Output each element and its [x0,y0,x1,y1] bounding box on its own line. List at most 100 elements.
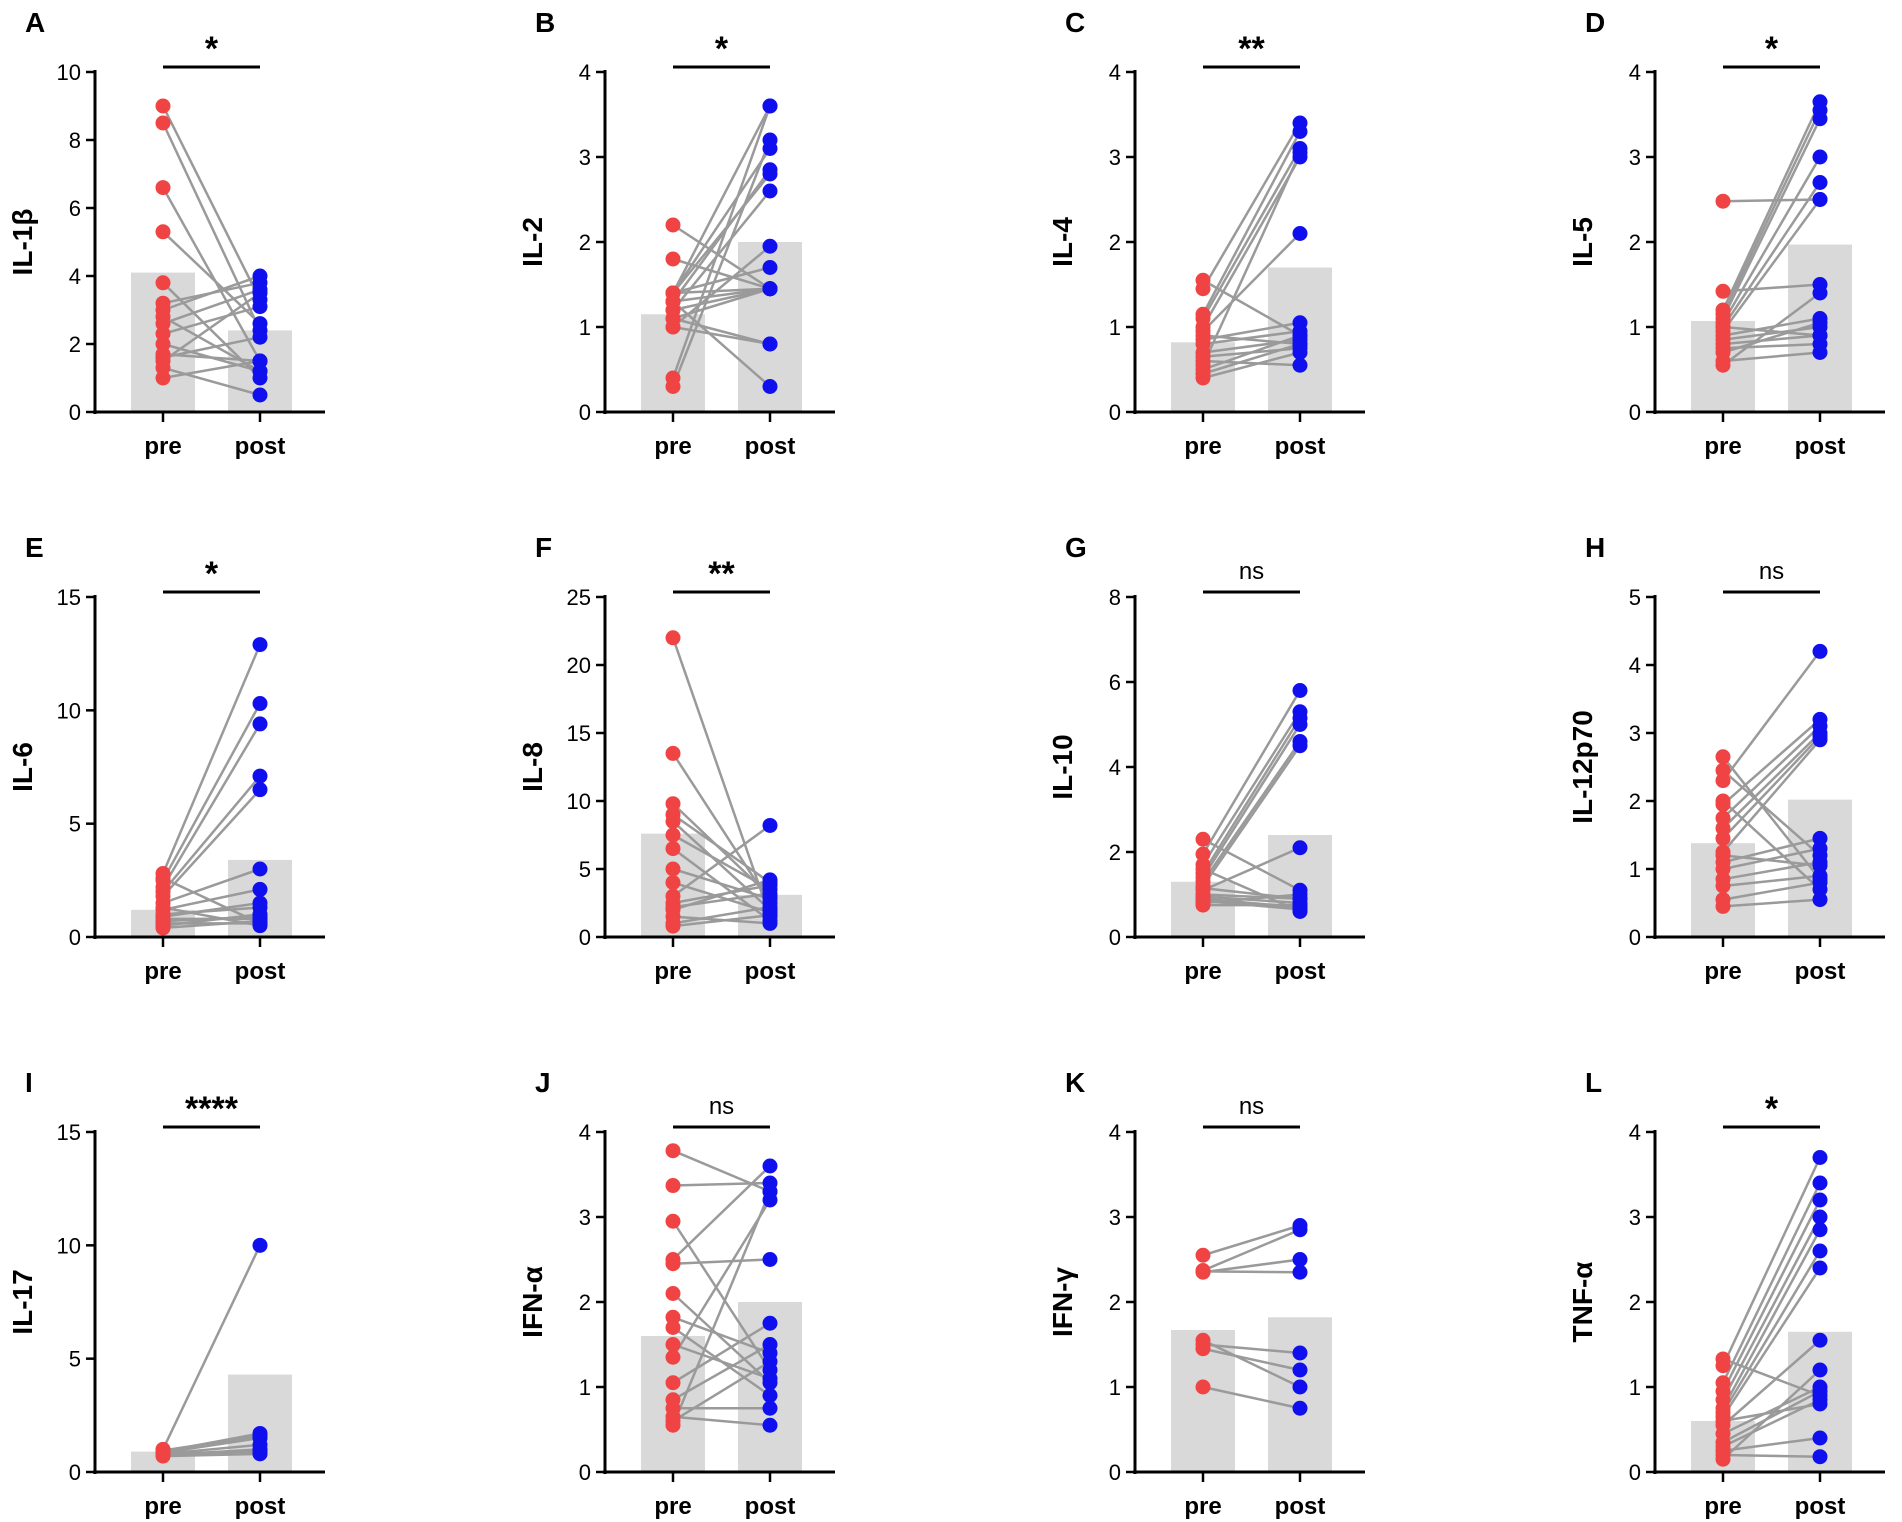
pair-line [162,230,261,325]
panel-j: J 0 1 2 3 4 pre post IFN-α ns [517,1067,835,1520]
x-tick-label: pre [144,958,181,985]
point-post [1292,124,1308,139]
point-post [252,1237,268,1253]
panel-letter: F [535,532,552,563]
point-post [252,696,268,712]
y-axis-label: IFN-α [517,1266,548,1338]
pair-line [1201,711,1302,866]
point-pre [665,379,681,394]
point-pre [1715,193,1731,209]
point-post [762,907,778,923]
point-post [1292,226,1308,241]
panel-g: G 0 2 4 6 8 pre post IL-10 ns [1047,532,1365,985]
y-axis-label: IL-2 [517,217,548,267]
y-tick-label: 4 [1629,60,1641,85]
point-post [1812,1243,1828,1259]
pair-line [672,1258,771,1265]
pair-line [672,1165,771,1261]
point-post [252,716,268,732]
point-pre [665,745,681,761]
pair-line [1201,723,1302,879]
point-pre [665,217,681,233]
point-post [762,885,778,901]
pair-line [162,366,261,397]
point-post [252,329,268,345]
y-tick-label: 1 [579,1375,591,1400]
point-pre [665,875,681,891]
pair-line [1202,1347,1301,1372]
y-tick-label: 4 [1109,60,1121,85]
point-post [252,782,268,798]
pair-line [671,105,772,294]
point-post [1812,1260,1828,1276]
pair-line [162,906,261,927]
y-tick-label: 1 [1629,857,1641,882]
point-post [252,637,268,653]
pair-line [1722,351,1821,363]
pair-line [162,315,261,373]
y-axis-label: IL-1β [7,209,38,276]
point-post [762,1315,778,1331]
panel-letter: A [25,7,45,38]
y-axis-label: TNF-α [1567,1262,1598,1343]
pair-line [162,288,261,325]
panel-c: C 0 1 2 3 4 pre post IL-4 ** [1047,7,1365,460]
pair-line [1202,351,1301,380]
pair-line [1201,152,1302,366]
point-post [762,336,778,352]
pair-line [671,1220,772,1371]
point-post [1292,1362,1308,1378]
point-post [762,183,778,199]
point-post [762,98,778,114]
y-tick-label: 2 [1629,789,1641,814]
point-post [252,881,268,897]
point-post [252,299,268,315]
point-pre [665,861,681,877]
point-post [1812,315,1828,331]
point-pre [665,319,681,335]
pair-line [1722,1390,1821,1444]
point-post [762,162,778,178]
pair-line [1722,1357,1821,1397]
pair-line [1202,1343,1301,1355]
pair-line [162,1436,261,1454]
y-axis-label: IFN-γ [1047,1267,1078,1337]
y-tick-label: 2 [1629,1290,1641,1315]
y-tick-label: 0 [69,400,81,425]
point-pre [1195,370,1211,386]
y-tick-label: 0 [579,925,591,950]
pair-line [1202,1385,1301,1410]
point-pre [665,1143,681,1159]
point-post [252,363,268,379]
pair-line [671,147,772,294]
pair-line [162,867,261,905]
y-tick-label: 4 [1629,653,1641,678]
pair-line [672,190,771,311]
pair-line [162,1434,261,1452]
pair-line [1202,846,1301,892]
point-pre [1715,878,1731,894]
y-tick-label: 1 [1629,315,1641,340]
pair-line [1722,1436,1821,1452]
significance-label: ns [1759,558,1784,585]
panel-letter: J [535,1067,551,1098]
point-post [1292,904,1308,919]
point-post [762,1400,778,1416]
pair-line [672,1149,771,1193]
x-tick-label: pre [144,433,181,460]
point-post [252,1444,268,1460]
point-pre [665,827,681,843]
pair-line [1721,1267,1822,1418]
panel-i: I 0 5 10 15 pre post IL-17 **** [7,1067,325,1520]
pair-line [672,287,771,303]
point-pre [1715,1413,1731,1429]
y-axis-label: IL-17 [7,1269,38,1334]
point-pre [1195,861,1211,877]
x-tick-label: pre [654,958,691,985]
panel-k: K 0 1 2 3 4 pre post IFN-γ ns [1047,1067,1365,1520]
pair-line [1721,1156,1822,1367]
pair-line [672,1322,771,1384]
point-post [1812,732,1828,748]
pair-line [1722,198,1821,203]
